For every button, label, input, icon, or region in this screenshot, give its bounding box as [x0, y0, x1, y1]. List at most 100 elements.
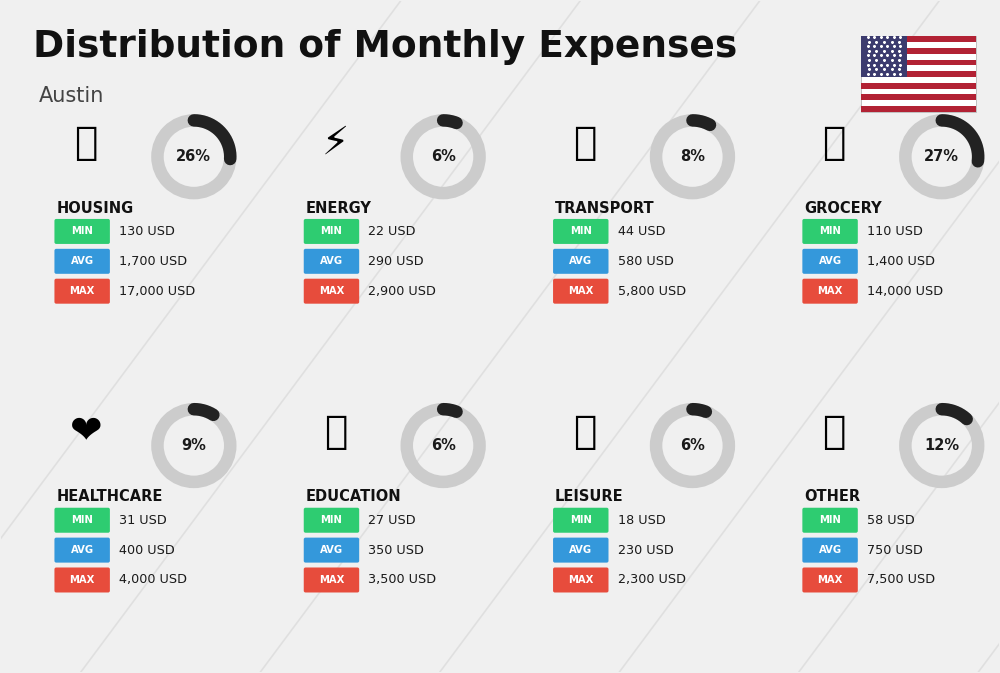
Text: 6%: 6% — [431, 149, 456, 164]
Text: EDUCATION: EDUCATION — [306, 489, 401, 504]
Text: 31 USD: 31 USD — [119, 513, 167, 527]
FancyBboxPatch shape — [304, 538, 359, 563]
Text: 27%: 27% — [924, 149, 959, 164]
Text: 44 USD: 44 USD — [618, 225, 665, 238]
Text: AVG: AVG — [71, 545, 94, 555]
Text: MAX: MAX — [568, 575, 593, 585]
Text: MAX: MAX — [319, 286, 344, 296]
Text: 3,500 USD: 3,500 USD — [368, 573, 436, 586]
Text: 130 USD: 130 USD — [119, 225, 175, 238]
Text: 18 USD: 18 USD — [618, 513, 665, 527]
Text: AVG: AVG — [320, 256, 343, 267]
Text: 22 USD: 22 USD — [368, 225, 416, 238]
FancyBboxPatch shape — [553, 567, 608, 592]
Text: MAX: MAX — [568, 286, 593, 296]
FancyBboxPatch shape — [861, 71, 976, 77]
Text: 🛍: 🛍 — [573, 413, 596, 451]
FancyBboxPatch shape — [861, 94, 976, 100]
Text: MIN: MIN — [819, 516, 841, 525]
Text: ⚡: ⚡ — [322, 124, 349, 162]
FancyBboxPatch shape — [802, 567, 858, 592]
Text: 5,800 USD: 5,800 USD — [618, 285, 686, 297]
Text: 580 USD: 580 USD — [618, 255, 674, 268]
Text: 1,400 USD: 1,400 USD — [867, 255, 935, 268]
Text: 2,900 USD: 2,900 USD — [368, 285, 436, 297]
FancyBboxPatch shape — [304, 219, 359, 244]
FancyBboxPatch shape — [553, 249, 608, 274]
Text: AVG: AVG — [320, 545, 343, 555]
Text: 58 USD: 58 USD — [867, 513, 915, 527]
Text: AVG: AVG — [569, 545, 592, 555]
Text: Distribution of Monthly Expenses: Distribution of Monthly Expenses — [33, 29, 738, 65]
FancyBboxPatch shape — [54, 249, 110, 274]
Text: MIN: MIN — [71, 516, 93, 525]
FancyBboxPatch shape — [861, 83, 976, 89]
Text: AVG: AVG — [819, 256, 842, 267]
Text: 14,000 USD: 14,000 USD — [867, 285, 943, 297]
FancyBboxPatch shape — [802, 219, 858, 244]
Text: 6%: 6% — [431, 438, 456, 453]
Text: 110 USD: 110 USD — [867, 225, 923, 238]
FancyBboxPatch shape — [802, 507, 858, 533]
Text: MIN: MIN — [71, 226, 93, 236]
FancyBboxPatch shape — [861, 36, 976, 112]
Text: 9%: 9% — [181, 438, 206, 453]
Text: MAX: MAX — [69, 286, 95, 296]
Text: MAX: MAX — [69, 575, 95, 585]
Text: 27 USD: 27 USD — [368, 513, 416, 527]
FancyBboxPatch shape — [861, 48, 976, 54]
FancyBboxPatch shape — [861, 36, 976, 42]
Text: 8%: 8% — [680, 149, 705, 164]
Text: AVG: AVG — [569, 256, 592, 267]
Text: ENERGY: ENERGY — [306, 201, 371, 215]
FancyBboxPatch shape — [54, 219, 110, 244]
Text: TRANSPORT: TRANSPORT — [555, 201, 654, 215]
FancyBboxPatch shape — [54, 538, 110, 563]
FancyBboxPatch shape — [54, 507, 110, 533]
Text: OTHER: OTHER — [804, 489, 860, 504]
FancyBboxPatch shape — [553, 279, 608, 304]
Text: 400 USD: 400 USD — [119, 544, 175, 557]
Text: 2,300 USD: 2,300 USD — [618, 573, 686, 586]
Text: 🛒: 🛒 — [822, 124, 846, 162]
Text: LEISURE: LEISURE — [555, 489, 623, 504]
FancyBboxPatch shape — [861, 106, 976, 112]
Text: 350 USD: 350 USD — [368, 544, 424, 557]
FancyBboxPatch shape — [861, 36, 907, 77]
FancyBboxPatch shape — [304, 279, 359, 304]
Text: MAX: MAX — [319, 575, 344, 585]
Text: HOUSING: HOUSING — [56, 201, 133, 215]
Text: 230 USD: 230 USD — [618, 544, 673, 557]
Text: 🏢: 🏢 — [74, 124, 98, 162]
Text: MAX: MAX — [817, 286, 843, 296]
FancyBboxPatch shape — [553, 538, 608, 563]
Text: 290 USD: 290 USD — [368, 255, 424, 268]
Text: 17,000 USD: 17,000 USD — [119, 285, 195, 297]
Text: MIN: MIN — [321, 516, 342, 525]
Text: 🚌: 🚌 — [573, 124, 596, 162]
Text: ❤: ❤ — [70, 413, 102, 451]
FancyBboxPatch shape — [553, 219, 608, 244]
Text: MIN: MIN — [321, 226, 342, 236]
Text: Austin: Austin — [39, 86, 105, 106]
Text: 7,500 USD: 7,500 USD — [867, 573, 935, 586]
FancyBboxPatch shape — [802, 249, 858, 274]
Text: 💰: 💰 — [822, 413, 846, 451]
FancyBboxPatch shape — [54, 567, 110, 592]
Text: AVG: AVG — [819, 545, 842, 555]
Text: 12%: 12% — [924, 438, 959, 453]
FancyBboxPatch shape — [802, 279, 858, 304]
Text: MIN: MIN — [570, 516, 592, 525]
FancyBboxPatch shape — [304, 507, 359, 533]
FancyBboxPatch shape — [54, 279, 110, 304]
Text: 6%: 6% — [680, 438, 705, 453]
Text: 🎓: 🎓 — [324, 413, 347, 451]
FancyBboxPatch shape — [802, 538, 858, 563]
FancyBboxPatch shape — [304, 249, 359, 274]
Text: GROCERY: GROCERY — [804, 201, 882, 215]
Text: HEALTHCARE: HEALTHCARE — [56, 489, 163, 504]
Text: 4,000 USD: 4,000 USD — [119, 573, 187, 586]
Text: MIN: MIN — [819, 226, 841, 236]
FancyBboxPatch shape — [304, 567, 359, 592]
Text: MAX: MAX — [817, 575, 843, 585]
